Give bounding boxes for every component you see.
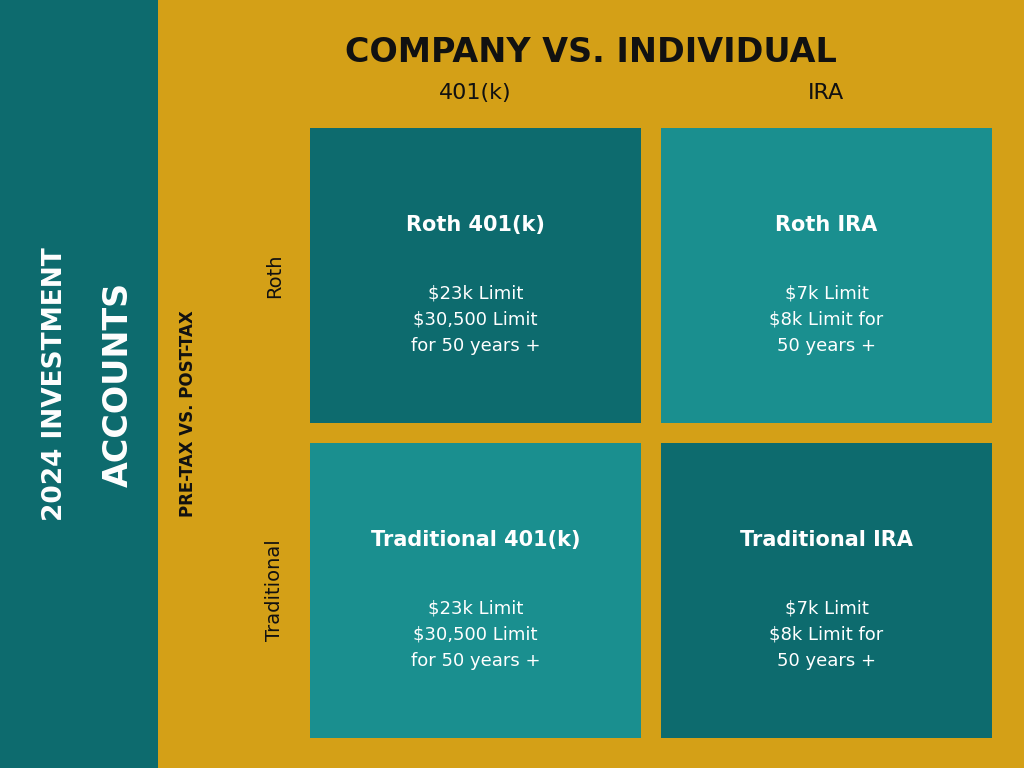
Text: IRA: IRA (808, 83, 845, 103)
Text: PRE-TAX VS. POST-TAX: PRE-TAX VS. POST-TAX (179, 310, 197, 518)
Text: $23k Limit
$30,500 Limit
for 50 years +: $23k Limit $30,500 Limit for 50 years + (411, 599, 541, 670)
Text: Traditional: Traditional (265, 540, 285, 641)
Text: COMPANY VS. INDIVIDUAL: COMPANY VS. INDIVIDUAL (345, 35, 837, 68)
Text: $7k Limit
$8k Limit for
50 years +: $7k Limit $8k Limit for 50 years + (769, 599, 884, 670)
Text: $7k Limit
$8k Limit for
50 years +: $7k Limit $8k Limit for 50 years + (769, 284, 884, 355)
Bar (310, 443, 641, 738)
Text: 2024 INVESTMENT: 2024 INVESTMENT (42, 247, 69, 521)
Text: Roth IRA: Roth IRA (775, 215, 878, 235)
Text: Roth 401(k): Roth 401(k) (407, 215, 545, 235)
Text: Roth: Roth (265, 253, 285, 298)
Text: $23k Limit
$30,500 Limit
for 50 years +: $23k Limit $30,500 Limit for 50 years + (411, 284, 541, 355)
Text: Traditional 401(k): Traditional 401(k) (371, 531, 581, 551)
Text: ACCOUNTS: ACCOUNTS (102, 281, 135, 487)
Text: 401(k): 401(k) (439, 83, 512, 103)
Bar (0, 0, 158, 768)
Text: Traditional IRA: Traditional IRA (740, 531, 913, 551)
Bar (662, 443, 992, 738)
Bar (662, 128, 992, 423)
Bar (310, 128, 641, 423)
